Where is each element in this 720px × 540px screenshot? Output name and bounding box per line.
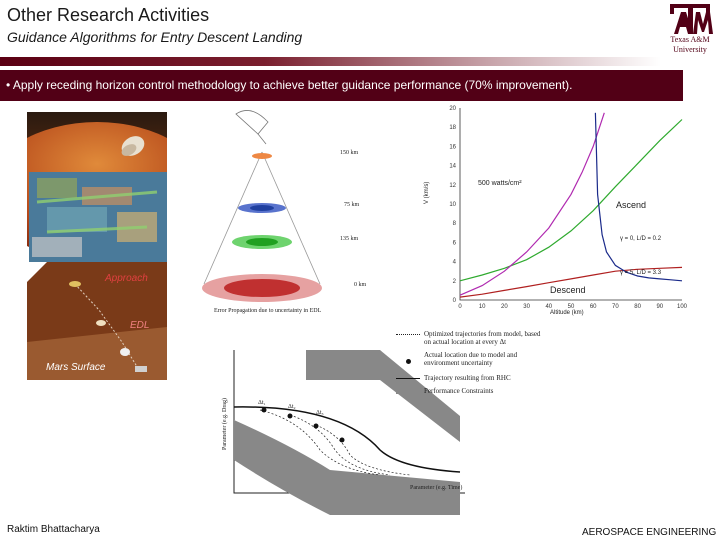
curve-label-1: γ = 0, L/D = 0.2 (620, 236, 662, 242)
cone-caption: Error Propagation due to uncertainty in … (214, 308, 322, 314)
cone-level-3: 135 km (340, 236, 359, 242)
cone-level-4: 0 km (354, 282, 367, 288)
mars-surface-label: Mars Surface (46, 362, 106, 373)
rhc-delta-2: Δt₂ (288, 404, 296, 410)
series-line-4 (594, 112, 683, 282)
page-title: Other Research Activities (7, 5, 210, 25)
x-tick-label: 100 (677, 304, 688, 310)
legend-item-rhc: Trajectory resulting from RHC (396, 374, 546, 382)
ascend-label: Ascend (616, 200, 647, 210)
rhc-delta-1: Δt₁ (258, 400, 266, 406)
y-tick-label: 4 (453, 260, 457, 266)
legend-item-constraints: Performance Constraints (396, 387, 546, 395)
page-subtitle: Guidance Algorithms for Entry Descent La… (7, 29, 303, 45)
chart-xlabel: Altitude (km) (550, 310, 584, 316)
bullet-bar (0, 70, 683, 101)
y-tick-label: 2 (453, 279, 457, 285)
x-tick-label: 0 (458, 304, 462, 310)
legend-item-optimized: Optimized trajectories from model, based… (396, 330, 546, 346)
chart-axes (459, 108, 682, 301)
x-tick-label: 80 (634, 304, 641, 310)
series-line-1 (459, 119, 683, 282)
bullet-text: • Apply receding horizon control methodo… (6, 78, 573, 92)
rhc-ylabel: Parameter (e.g. Drag) (222, 398, 228, 450)
lander-capsule-icon (121, 136, 145, 156)
descend-label: Descend (550, 285, 586, 295)
parachute-icon (235, 110, 269, 145)
y-tick-label: 12 (449, 183, 456, 189)
chart-ylabel: V (km/s) (424, 181, 430, 204)
chart-svg: 0 10 20 30 40 50 60 70 80 90 100 0 2 4 6 8 10 12 14 16 18 20 (449, 106, 688, 310)
y-tick-label: 8 (453, 221, 457, 227)
footer-author: Raktim Bhattacharya (7, 524, 100, 535)
series-line-3 (459, 266, 683, 298)
logo-name-line2: University (673, 45, 707, 54)
y-tick-label: 20 (449, 106, 456, 112)
error-cone-diagram (196, 104, 366, 319)
rhc-xlabel: Parameter (e.g. Time) (410, 485, 463, 491)
rhc-legend: Optimized trajectories from model, based… (396, 330, 546, 395)
y-tick-label: 0 (453, 298, 457, 304)
mars-edl-illustration (0, 112, 207, 380)
x-tick-label: 60 (590, 304, 597, 310)
dot-icon (396, 351, 420, 369)
gray-band-icon (396, 388, 420, 394)
x-tick-label: 90 (656, 304, 663, 310)
legend-text-rhc: Trajectory resulting from RHC (424, 374, 511, 382)
spacecraft-icon (69, 281, 147, 372)
legend-item-actual: Actual location due to model and environ… (396, 351, 546, 369)
y-tick-label: 6 (453, 240, 457, 246)
footer-department: AEROSPACE ENGINEERING (582, 527, 717, 538)
logo-name-line1: Texas A&M (670, 35, 710, 44)
edl-label: EDL (130, 320, 150, 331)
cone-level-2: 75 km (344, 202, 360, 208)
rhc-delta-3: Δt₃ (316, 410, 324, 416)
x-tick-label: 40 (545, 304, 552, 310)
x-tick-label: 50 (568, 304, 575, 310)
tamu-logo (662, 2, 718, 58)
legend-text-constraints: Performance Constraints (424, 387, 494, 395)
y-tick-label: 18 (449, 125, 456, 131)
x-tick-label: 70 (612, 304, 619, 310)
rhc-diagram (220, 350, 470, 515)
velocity-altitude-chart: 0 10 20 30 40 50 60 70 80 90 100 0 2 4 6 8 10 12 14 16 18 20 (440, 104, 690, 320)
bullet-marker: • (6, 78, 11, 92)
x-tick-label: 20 (501, 304, 508, 310)
dotted-line-icon (396, 334, 420, 335)
solid-line-icon (396, 378, 420, 379)
x-tick-label: 30 (523, 304, 530, 310)
legend-text-actual: Actual location due to model and environ… (424, 351, 518, 367)
legend-text-optimized: Optimized trajectories from model, based… (424, 330, 541, 346)
actual-location-markers (261, 407, 345, 443)
cone-level-1: 150 km (340, 150, 359, 156)
y-tick-label: 10 (449, 202, 456, 208)
approach-label: Approach (105, 273, 148, 284)
y-tick-label: 14 (449, 164, 456, 170)
bullet-statement: Apply receding horizon control methodolo… (12, 78, 573, 92)
series-line-2 (459, 112, 605, 296)
chart-annotation: 500 watts/cm² (478, 180, 522, 187)
title-rule (0, 57, 661, 66)
y-tick-label: 16 (449, 144, 456, 150)
curve-label-2: γ = 5, L/D = 3.3 (620, 270, 662, 276)
x-tick-label: 10 (479, 304, 486, 310)
